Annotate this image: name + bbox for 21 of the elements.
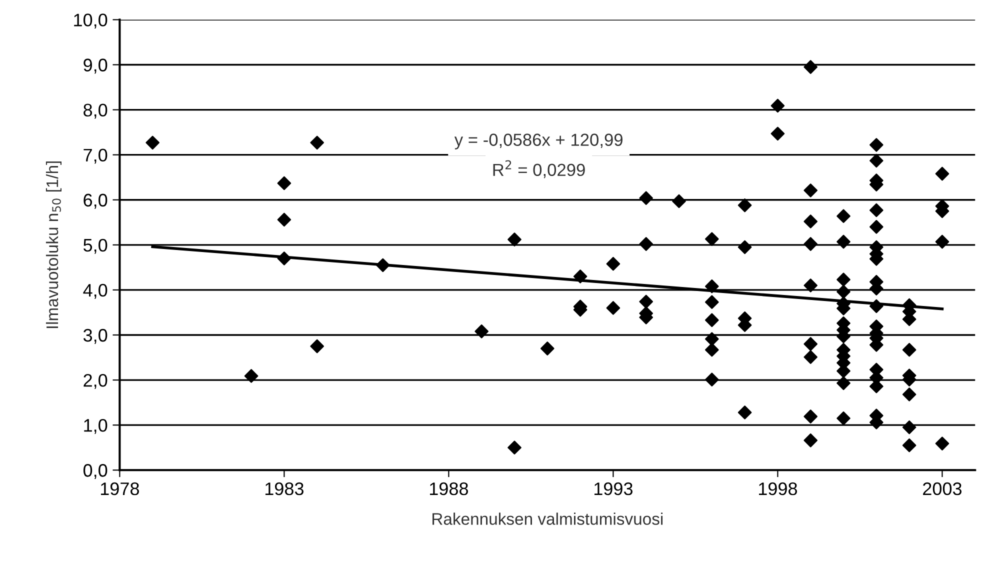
y-tick-label: 8,0 — [84, 104, 108, 119]
y-tick-label: 1,0 — [84, 419, 108, 434]
x-tick-label: 1983 — [265, 482, 304, 496]
y-axis-title: Ilmavuotoluku n$_{50}$ [1/h] — [46, 162, 62, 328]
y-tick-label: 9,0 — [84, 58, 108, 74]
annotation: R$^{2}$ = 0,0299 — [493, 160, 585, 178]
x-axis-title: Rakennuksen valmistumisvuosi — [432, 512, 663, 525]
x-tick-label: 1998 — [759, 482, 798, 496]
x-tick-label: 2003 — [923, 482, 962, 496]
x-tick-label: 1993 — [594, 482, 632, 496]
x-tick-label: 1988 — [430, 482, 468, 496]
y-tick-label: 3,0 — [83, 328, 108, 344]
annotation: y = -0,0586x + 120,99 — [454, 134, 622, 150]
y-tick-label: 10,0 — [74, 14, 108, 29]
y-tick-label: 5,0 — [84, 238, 108, 254]
y-tick-label: 6,0 — [84, 194, 108, 209]
y-tick-label: 4,0 — [83, 284, 108, 299]
x-tick-label: 1978 — [100, 482, 139, 496]
y-tick-label: 7,0 — [84, 148, 108, 164]
y-tick-label: 2,0 — [84, 374, 108, 389]
y-tick-label: 0,0 — [83, 464, 108, 479]
